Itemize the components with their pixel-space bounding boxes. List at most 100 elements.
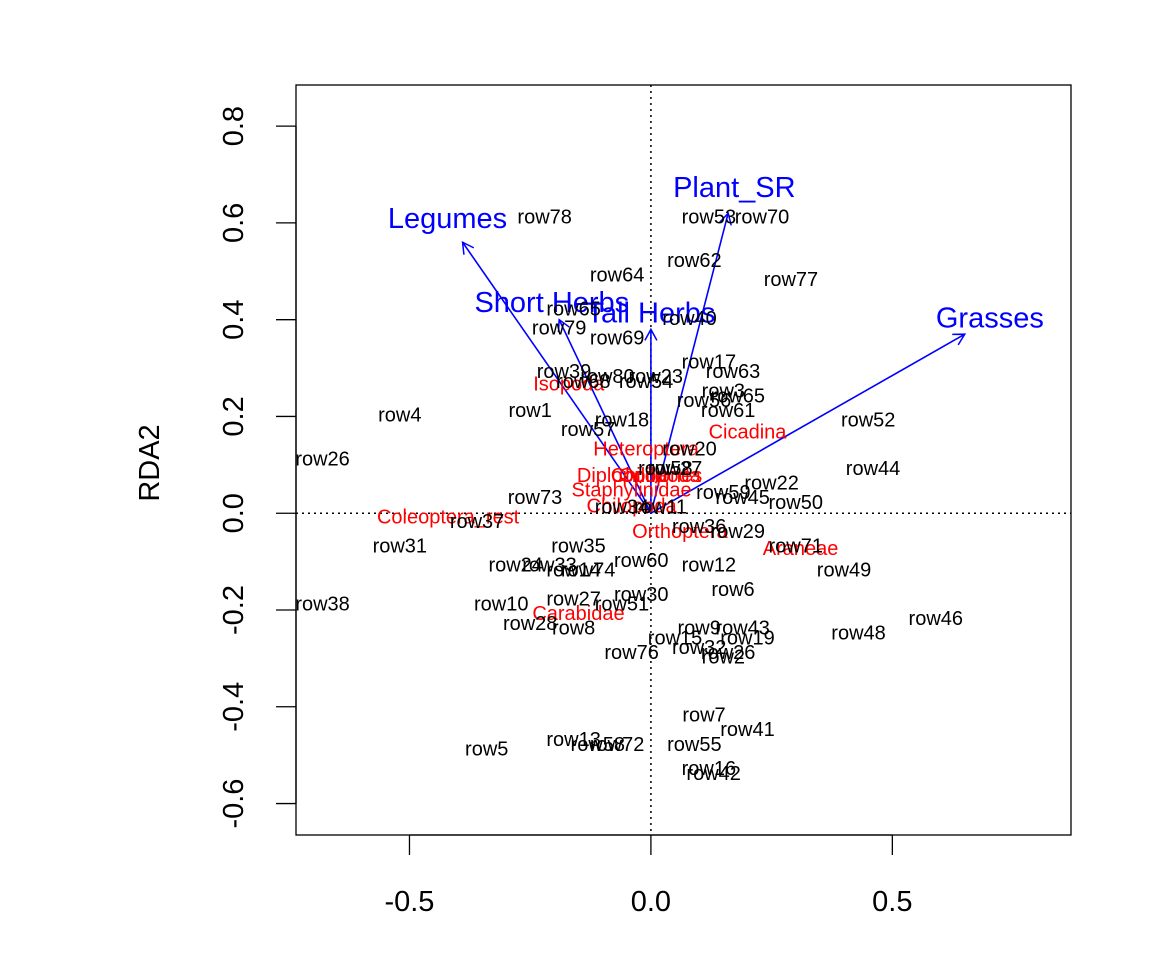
- site-label: row62: [667, 250, 721, 272]
- site-label: row35: [551, 535, 605, 557]
- site-label: row18: [595, 410, 649, 432]
- site-label: row54: [619, 371, 673, 393]
- arrow-label: Plant_SR: [673, 172, 796, 204]
- y-axis: -0.6 -0.4 -0.2 0.0 0.2 0.4 0.6 0.8: [218, 106, 297, 829]
- site-label: row24: [488, 555, 542, 577]
- site-label: row38: [295, 593, 349, 615]
- site-label: row52: [841, 410, 895, 432]
- y-tick-label: 0.8: [218, 106, 250, 146]
- site-label: row19: [720, 627, 774, 649]
- arrow-label: Short Herbs: [474, 287, 629, 319]
- x-tick-label: 0.5: [872, 886, 912, 918]
- site-label: row42: [686, 763, 740, 785]
- species-label: Heteroptera: [593, 439, 699, 461]
- site-label: row74: [561, 560, 615, 582]
- arrow: [461, 240, 652, 514]
- species-label: Coleoptera_rest: [377, 506, 520, 528]
- site-label: row58: [638, 458, 692, 480]
- site-label: row63: [706, 361, 760, 383]
- site-label: row53: [682, 206, 736, 228]
- site-label: row20: [662, 439, 716, 461]
- y-tick-label: 0.4: [218, 300, 250, 340]
- site-label: row65: [546, 298, 600, 320]
- species-label: Chilopoda: [611, 465, 702, 487]
- site-label: row65: [711, 385, 765, 407]
- site-label: row72: [590, 734, 644, 756]
- site-label: row14: [546, 560, 600, 582]
- site-label: row70: [735, 206, 789, 228]
- y-axis-label: RDA2: [134, 424, 166, 501]
- y-tick-label: -0.4: [218, 682, 250, 732]
- site-label: row2: [702, 647, 745, 669]
- site-label: row32: [672, 637, 726, 659]
- species-labels: IsopodaCicadinaHeteropteraDiplopodaChilo…: [377, 373, 838, 625]
- site-label: row58: [571, 734, 625, 756]
- y-tick-label: 0.0: [218, 493, 250, 533]
- site-label: row51: [595, 593, 649, 615]
- site-label: row5: [465, 739, 508, 761]
- site-label: row40: [662, 308, 716, 330]
- site-label: row22: [744, 472, 798, 494]
- site-label: row57: [561, 419, 615, 441]
- site-label: row80: [580, 366, 634, 388]
- site-label: row10: [474, 593, 528, 615]
- arrow-label: Grasses: [936, 303, 1044, 335]
- site-label: row6: [711, 579, 754, 601]
- y-tick-label: -0.6: [218, 779, 250, 829]
- species-label: Orthoptera: [632, 521, 728, 543]
- site-label: row13: [546, 729, 600, 751]
- site-label: row3: [702, 381, 745, 403]
- arrow: [650, 333, 967, 514]
- y-tick-label: 0.2: [218, 396, 250, 436]
- site-label: row7: [682, 705, 725, 727]
- site-label: row50: [769, 492, 823, 514]
- site-label: row26: [701, 642, 755, 664]
- site-label: row27: [546, 589, 600, 611]
- species-label: Isopoda: [533, 373, 605, 395]
- site-label: row17: [682, 352, 736, 374]
- site-label: row64: [590, 264, 644, 286]
- site-label: row11: [634, 497, 687, 519]
- site-label: row16: [682, 758, 736, 780]
- site-label: row37: [450, 511, 504, 533]
- site-label: row79: [532, 318, 586, 340]
- site-label: row26: [295, 448, 349, 470]
- arrow: [557, 318, 652, 514]
- site-label: row33: [522, 555, 576, 577]
- site-label: row43: [715, 618, 769, 640]
- site-label: row1: [509, 400, 552, 422]
- site-label: row61: [701, 400, 755, 422]
- site-label: row8: [552, 618, 595, 640]
- site-label: row68: [556, 371, 610, 393]
- site-label: row77: [764, 269, 818, 291]
- arrow: [650, 211, 732, 514]
- site-label: row27: [648, 458, 702, 480]
- site-label: row31: [373, 535, 427, 557]
- x-tick-label: 0.0: [631, 886, 671, 918]
- site-label: row30: [614, 584, 668, 606]
- x-axis: -0.5 0.0 0.5: [384, 834, 913, 918]
- site-label: row45: [715, 487, 769, 509]
- y-tick-label: 0.6: [218, 203, 250, 243]
- species-label: Diplopoda: [577, 465, 668, 487]
- site-label: row41: [720, 719, 774, 741]
- site-label: row76: [604, 642, 658, 664]
- site-label: row71: [769, 535, 823, 557]
- site-label: row34: [595, 497, 649, 519]
- site-label: row29: [711, 521, 765, 543]
- site-label: row48: [831, 622, 885, 644]
- species-label: Opiliones: [619, 465, 702, 487]
- species-label: Cicadina: [709, 422, 788, 444]
- arrow-label: Tall Herbs: [586, 297, 715, 329]
- site-label: row9: [678, 618, 721, 640]
- site-label: row46: [909, 608, 963, 630]
- site-label: row39: [537, 361, 591, 383]
- site-label: row15: [648, 627, 702, 649]
- site-label: row4: [378, 405, 421, 427]
- site-label: row56: [677, 390, 731, 412]
- site-label: row49: [817, 560, 871, 582]
- species-label: Chilopoda: [587, 496, 678, 518]
